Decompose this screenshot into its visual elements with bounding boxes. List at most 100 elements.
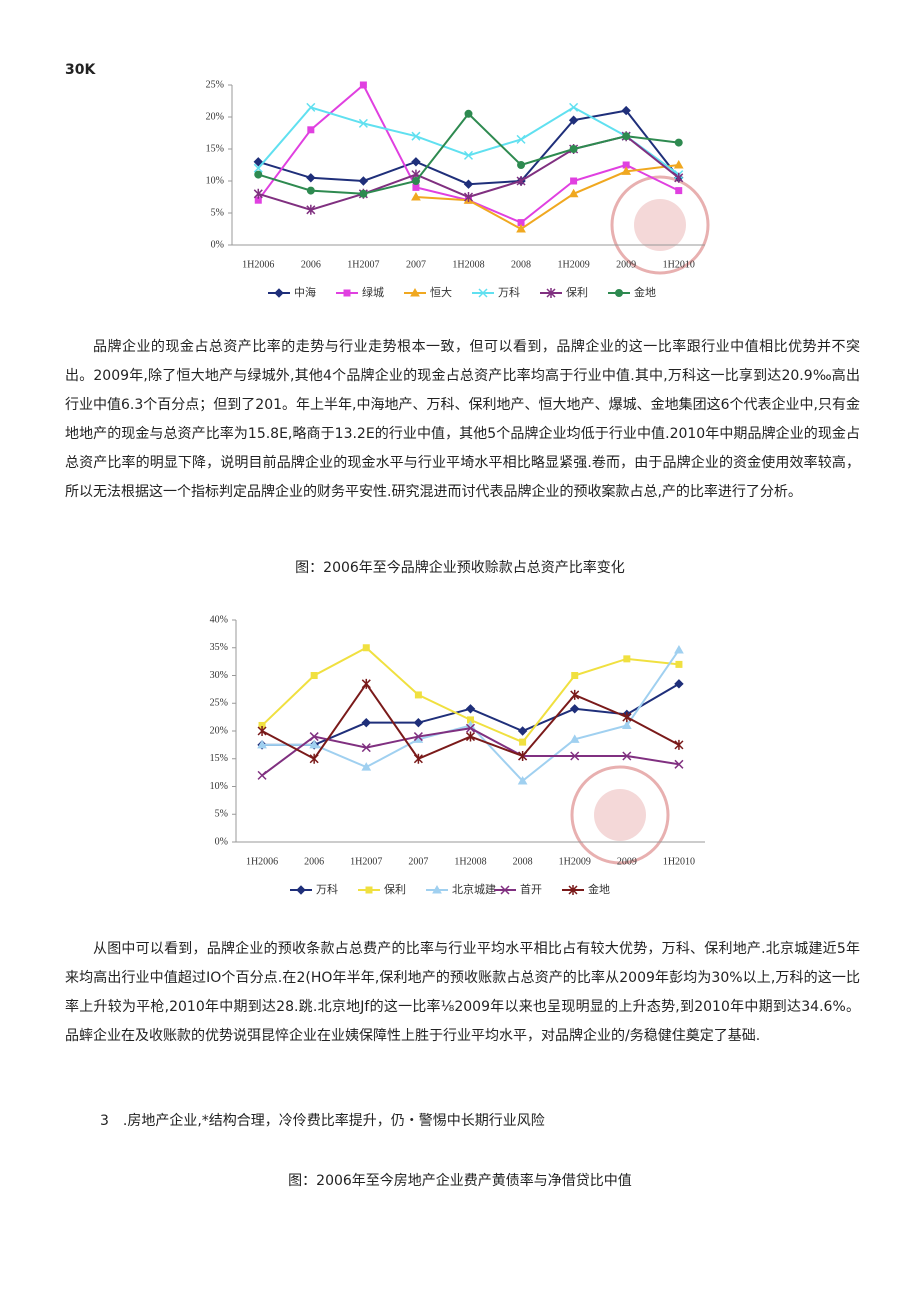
- y-tick-label: 10%: [210, 781, 228, 792]
- marker: [570, 751, 580, 761]
- x-tick-label: 1H2010: [663, 856, 695, 867]
- y-tick-label: 0%: [215, 836, 228, 847]
- paragraph: 从图中可以看到，品牌企业的预收条款占总费产的比率与行业平均水平相比占有较大优势，…: [65, 941, 860, 1044]
- marker: [675, 660, 683, 668]
- legend-marker: [343, 289, 351, 297]
- marker: [309, 739, 320, 749]
- marker: [621, 105, 631, 116]
- marker: [517, 726, 528, 736]
- marker: [253, 163, 263, 173]
- seal: [570, 765, 670, 865]
- x-tick-label: 1H2008: [452, 259, 484, 270]
- seal: [634, 199, 686, 251]
- y-tick-label: 5%: [211, 207, 224, 218]
- header: 30K: [65, 62, 96, 78]
- y-tick-label: 25%: [210, 698, 228, 709]
- y-tick-label: 35%: [210, 642, 228, 653]
- legend-marker: [410, 287, 420, 297]
- y-tick-label: 20%: [210, 725, 228, 736]
- x-tick-label: 2008: [513, 856, 533, 867]
- marker: [309, 753, 319, 764]
- marker: [621, 166, 632, 175]
- legend-marker: [274, 288, 284, 298]
- legend-marker: [296, 885, 306, 895]
- legend-label: 金地: [634, 285, 656, 299]
- marker: [310, 672, 318, 679]
- heading: 3 .房地产企业,*结构合理，冷伶费比率提升，仍・警惕中长期行业风险: [100, 1113, 545, 1129]
- marker: [358, 118, 368, 128]
- marker: [569, 145, 578, 153]
- legend-label: 万科: [316, 882, 338, 896]
- marker: [465, 704, 476, 714]
- seal: [594, 789, 646, 841]
- x-tick-label: 1H2006: [246, 856, 278, 867]
- marker: [358, 176, 369, 186]
- marker: [675, 187, 683, 195]
- marker: [411, 177, 420, 185]
- marker: [516, 223, 526, 233]
- y-tick-label: 20%: [206, 111, 224, 122]
- marker: [361, 762, 372, 771]
- marker: [674, 172, 684, 183]
- marker: [411, 131, 421, 141]
- x-tick-label: 2006: [304, 856, 324, 867]
- marker: [309, 732, 319, 742]
- x-tick-label: 1H2006: [242, 259, 274, 270]
- x-tick-label: 1H2009: [559, 856, 591, 867]
- marker: [517, 775, 528, 785]
- legend-label: 保利: [384, 882, 406, 896]
- marker: [568, 115, 579, 125]
- marker: [570, 177, 578, 185]
- marker: [359, 189, 368, 198]
- legend-marker: [432, 884, 442, 894]
- x-tick-label: 2007: [408, 856, 428, 867]
- caption: 图：2006年至今房地产企业费产黄债率与净借贷比中值: [288, 1173, 632, 1189]
- legend-marker: [568, 885, 578, 895]
- marker: [361, 717, 371, 728]
- marker: [413, 732, 423, 742]
- marker: [411, 191, 421, 201]
- marker: [257, 726, 267, 736]
- marker: [570, 689, 580, 700]
- marker: [413, 717, 424, 728]
- marker: [622, 712, 632, 723]
- y-tick-label: 5%: [215, 809, 228, 820]
- marker: [463, 179, 474, 189]
- y-tick-label: 0%: [211, 239, 224, 250]
- x-tick-label: 1H2007: [347, 259, 379, 270]
- marker: [463, 192, 474, 202]
- marker: [306, 204, 316, 215]
- legend-label: 保利: [566, 285, 588, 299]
- marker: [516, 176, 526, 186]
- marker: [465, 723, 476, 733]
- legend-label: 首开: [520, 882, 542, 896]
- marker: [674, 138, 683, 147]
- marker: [519, 738, 527, 746]
- legend-marker: [500, 885, 510, 895]
- marker: [569, 734, 580, 743]
- marker: [359, 81, 367, 89]
- y-tick-label: 40%: [210, 614, 228, 625]
- marker: [674, 644, 684, 654]
- marker: [569, 102, 579, 112]
- marker: [517, 161, 526, 169]
- marker: [465, 731, 476, 742]
- marker: [518, 750, 528, 761]
- x-tick-label: 1H2007: [350, 856, 382, 867]
- legend-label: 北京城建: [452, 882, 496, 896]
- marker: [621, 720, 632, 729]
- legend-label: 中海: [294, 285, 316, 299]
- x-tick-label: 2006: [301, 259, 321, 270]
- marker: [673, 159, 684, 169]
- legend-marker: [478, 288, 488, 298]
- series-line: [415, 164, 679, 231]
- x-tick-label: 1H2009: [557, 259, 589, 270]
- seal: [610, 175, 710, 275]
- y-tick-label: 10%: [206, 175, 224, 186]
- marker: [571, 672, 579, 679]
- x-tick-label: 2009: [617, 856, 637, 867]
- marker: [361, 743, 371, 753]
- x-tick-label: 1H2010: [663, 259, 695, 270]
